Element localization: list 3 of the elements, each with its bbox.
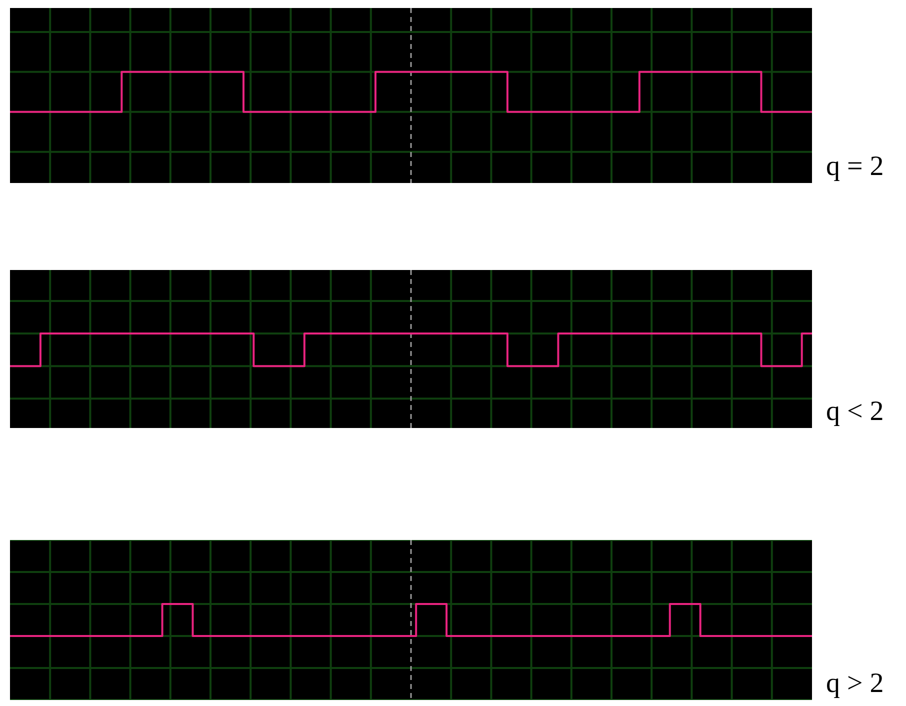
text: q < 2 [826, 396, 884, 427]
text: q = 2 [826, 151, 884, 182]
text: q > 2 [826, 668, 884, 699]
